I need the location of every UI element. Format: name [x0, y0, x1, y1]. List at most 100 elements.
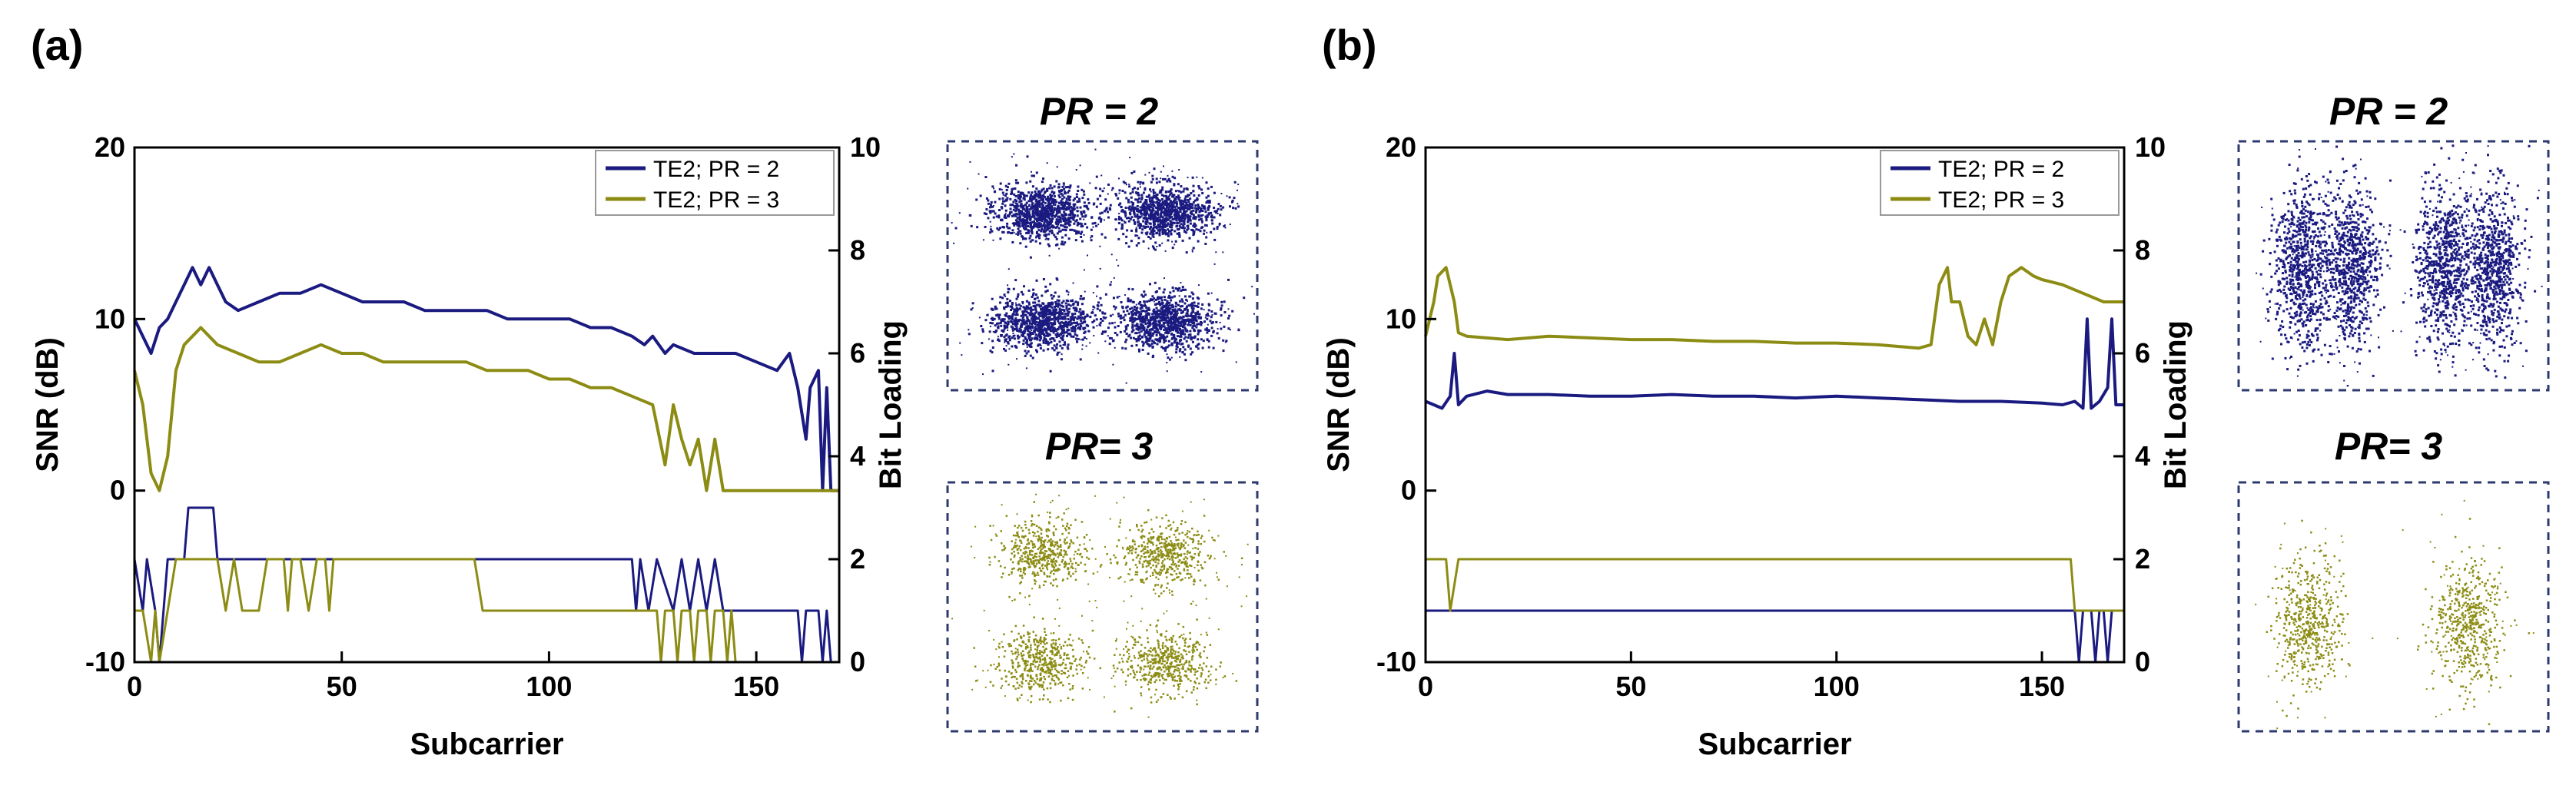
constellation-point — [1028, 330, 1031, 333]
constellation-point — [1145, 200, 1148, 204]
constellation-point — [1207, 194, 1210, 197]
constellation-point — [1165, 321, 1167, 323]
constellation-point — [1011, 329, 1014, 332]
constellation-point — [1051, 564, 1054, 567]
constellation-point — [1044, 238, 1047, 240]
constellation-point — [1138, 349, 1140, 353]
constellation-point — [1064, 213, 1067, 216]
constellation-point — [1003, 347, 1005, 350]
constellation-point — [1018, 217, 1021, 220]
constellation-point — [1069, 213, 1072, 216]
constellation-point — [1167, 211, 1170, 214]
constellation-point — [1175, 317, 1178, 320]
constellation-point — [1051, 563, 1053, 566]
constellation-point — [1077, 185, 1080, 188]
constellation-point — [1136, 209, 1139, 212]
constellation-point — [1067, 562, 1071, 565]
constellation-point — [1158, 232, 1161, 235]
constellation-point — [1020, 320, 1022, 321]
constellation-point — [1030, 317, 1033, 320]
constellation-point — [1081, 344, 1084, 346]
constellation-point — [1048, 254, 1051, 257]
constellation-point — [1048, 304, 1051, 307]
constellation-point — [1192, 234, 1195, 237]
constellation-point — [989, 231, 992, 234]
constellation-point — [1050, 340, 1053, 343]
constellation-point — [1014, 542, 1017, 544]
constellation-point — [1029, 195, 1032, 198]
constellation-point — [1025, 181, 1028, 184]
constellation-point — [1080, 210, 1083, 214]
constellation-point — [1151, 174, 1154, 177]
constellation-point — [1031, 202, 1034, 205]
constellation-point — [1137, 187, 1139, 190]
constellation-point — [1166, 210, 1168, 213]
constellation-point — [1078, 544, 1081, 546]
constellation-point — [1072, 282, 1074, 284]
constellation-point — [1056, 299, 1059, 302]
constellation-point — [1033, 564, 1035, 567]
constellation-point — [1058, 307, 1061, 310]
constellation-point — [1180, 542, 1183, 545]
constellation-point — [1051, 540, 1054, 542]
constellation-point — [1192, 190, 1195, 193]
constellation-point — [1122, 310, 1125, 313]
constellation-point — [1182, 320, 1185, 323]
constellation-point — [1031, 562, 1034, 565]
constellation-point — [1143, 326, 1146, 330]
constellation-point — [1047, 318, 1051, 320]
constellation-point — [1036, 571, 1039, 574]
constellation-point — [1025, 300, 1028, 303]
constellation-point — [1137, 234, 1139, 237]
y2-tick-label: 6 — [850, 337, 865, 369]
constellation-point — [1042, 212, 1045, 214]
constellation-point — [1076, 200, 1079, 204]
constellation-point — [1014, 313, 1017, 316]
constellation-point — [1020, 195, 1022, 198]
constellation-point — [1044, 235, 1047, 237]
constellation-point — [1041, 220, 1044, 223]
constellation-point — [1027, 289, 1031, 292]
constellation-point — [1183, 229, 1185, 231]
constellation-point — [1237, 184, 1240, 186]
constellation-point — [1147, 549, 1149, 552]
constellation-point — [1169, 551, 1172, 553]
constellation-point — [1190, 206, 1193, 209]
constellation-point — [999, 296, 1002, 299]
constellation-point — [1013, 206, 1015, 208]
constellation-point — [1137, 348, 1140, 351]
constellation-point — [1084, 290, 1086, 293]
constellation-point — [1052, 295, 1055, 298]
constellation-point — [1060, 203, 1063, 206]
constellation-point — [1054, 311, 1057, 314]
constellation-point — [1177, 319, 1180, 322]
constellation-point — [1012, 208, 1015, 211]
constellation-point — [1029, 333, 1032, 336]
constellation-point — [1056, 334, 1058, 336]
constellation-point — [1161, 231, 1164, 234]
constellation-point — [1189, 222, 1192, 225]
constellation-point — [1157, 584, 1160, 586]
constellation-point — [1064, 222, 1067, 225]
constellation-point — [1160, 532, 1162, 535]
constellation-point — [1016, 532, 1018, 534]
constellation-point — [1172, 556, 1174, 558]
constellation-point — [1178, 190, 1181, 193]
constellation-point — [1138, 226, 1141, 229]
constellation-point — [1043, 221, 1046, 224]
constellation-point — [1159, 220, 1162, 223]
constellation-point — [1181, 562, 1184, 564]
constellation-point — [1067, 303, 1070, 306]
constellation-point — [1087, 207, 1090, 210]
constellation-point — [1052, 330, 1055, 333]
constellation-point — [1137, 210, 1140, 214]
constellation-point — [1061, 185, 1064, 188]
constellation-point — [1142, 206, 1145, 209]
constellation-point — [1017, 569, 1020, 571]
constellation-point — [1031, 210, 1034, 212]
constellation-point — [1008, 335, 1011, 338]
constellation-point — [1050, 197, 1053, 200]
constellation-point — [1085, 323, 1088, 326]
constellation-point — [1065, 290, 1068, 293]
constellation-point — [1120, 314, 1123, 317]
